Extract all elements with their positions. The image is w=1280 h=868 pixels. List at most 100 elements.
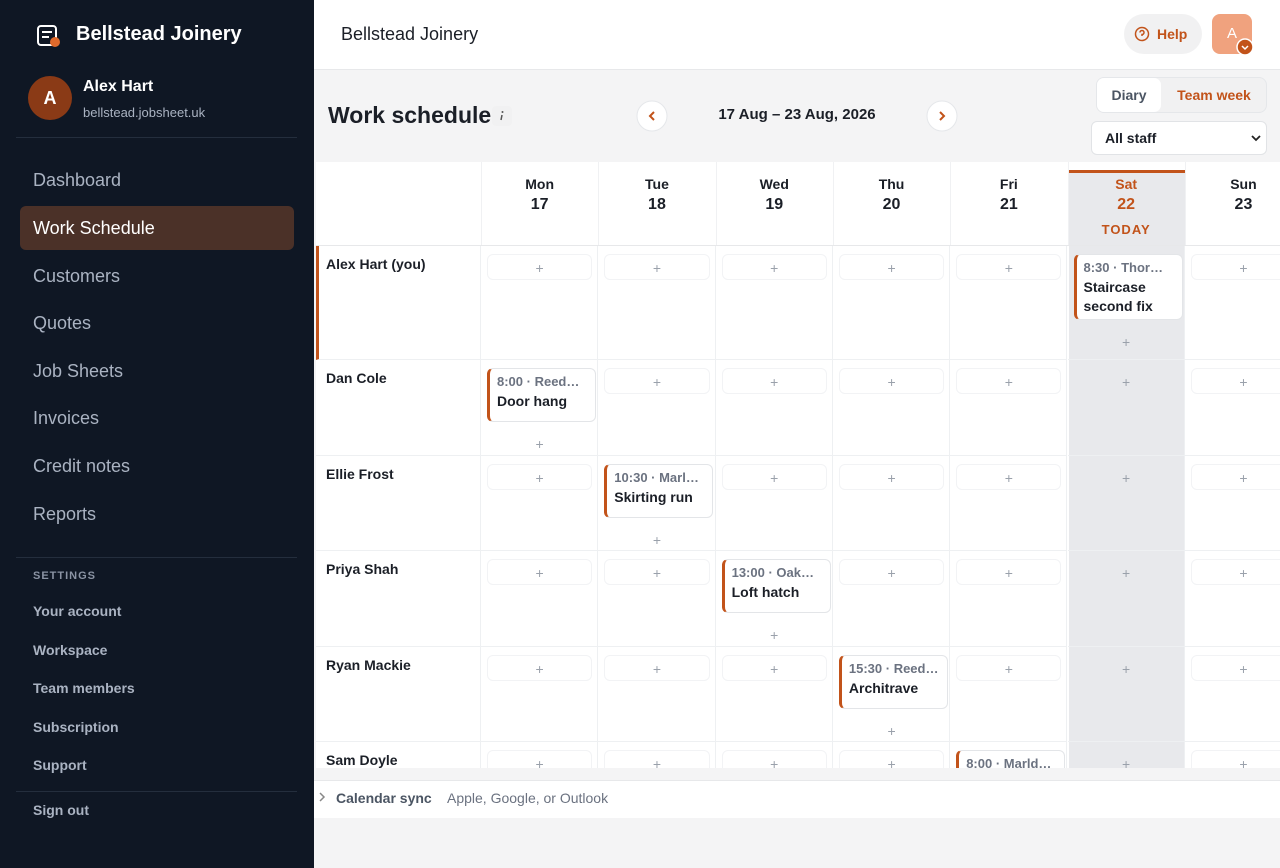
event-card[interactable]: 8:00 · Marld… bbox=[956, 750, 1066, 768]
day-cell[interactable] bbox=[832, 646, 951, 742]
add-slot[interactable]: + bbox=[956, 463, 1062, 490]
add-slot[interactable]: + bbox=[887, 722, 896, 739]
staff-filter[interactable]: All staff bbox=[1091, 121, 1267, 155]
add-slot[interactable]: + bbox=[487, 254, 593, 280]
settings-item[interactable]: Support bbox=[33, 757, 87, 773]
add-slot[interactable]: + bbox=[1122, 660, 1131, 677]
nav-item[interactable]: Work Schedule bbox=[20, 206, 294, 250]
add-slot[interactable]: + bbox=[1190, 254, 1280, 280]
day-cell[interactable] bbox=[481, 455, 599, 551]
event-card[interactable]: 13:00 · Oak… Loft hatch bbox=[721, 559, 831, 613]
add-slot[interactable]: + bbox=[535, 436, 544, 452]
add-slot[interactable]: + bbox=[487, 654, 593, 681]
add-slot[interactable]: + bbox=[721, 654, 827, 681]
next-week[interactable] bbox=[926, 100, 958, 132]
add-slot[interactable]: + bbox=[838, 750, 945, 768]
day-cell[interactable] bbox=[715, 455, 833, 551]
add-slot[interactable]: + bbox=[956, 654, 1062, 681]
add-slot[interactable]: + bbox=[604, 254, 710, 280]
day-cell[interactable] bbox=[598, 360, 716, 456]
add-slot[interactable]: + bbox=[1190, 463, 1280, 490]
day-cell[interactable] bbox=[832, 360, 951, 456]
day-cell[interactable] bbox=[481, 646, 599, 742]
add-slot[interactable]: + bbox=[838, 368, 945, 394]
add-slot[interactable]: + bbox=[721, 368, 827, 394]
sync-label[interactable]: Calendar sync bbox=[336, 790, 432, 806]
event-card[interactable]: 10:30 · Marl… Skirting run bbox=[604, 463, 714, 518]
day-cell[interactable] bbox=[832, 551, 951, 647]
add-slot[interactable]: + bbox=[1190, 368, 1280, 394]
day-cell[interactable] bbox=[1184, 360, 1280, 456]
day-cell[interactable] bbox=[715, 551, 833, 647]
nav-item[interactable]: Quotes bbox=[33, 313, 92, 334]
day-cell[interactable] bbox=[481, 246, 599, 360]
day-cell[interactable] bbox=[715, 646, 833, 742]
day-cell[interactable] bbox=[1184, 246, 1280, 360]
day-cell[interactable] bbox=[1067, 360, 1185, 456]
add-slot[interactable]: + bbox=[487, 463, 593, 490]
add-slot[interactable]: + bbox=[1122, 374, 1131, 390]
add-slot[interactable]: + bbox=[1190, 654, 1280, 681]
add-slot[interactable]: + bbox=[1122, 334, 1131, 350]
nav-item[interactable]: Reports bbox=[33, 503, 97, 524]
add-slot[interactable]: + bbox=[721, 463, 827, 490]
add-slot[interactable]: + bbox=[604, 654, 710, 681]
day-cell[interactable] bbox=[1184, 647, 1280, 742]
day-cell[interactable] bbox=[950, 455, 1068, 551]
info-icon[interactable] bbox=[492, 106, 512, 126]
day-cell[interactable] bbox=[950, 742, 1068, 768]
day-cell[interactable] bbox=[1184, 551, 1280, 647]
settings-item[interactable]: Team members bbox=[33, 680, 135, 696]
day-cell[interactable] bbox=[598, 246, 716, 360]
day-cell[interactable] bbox=[1067, 246, 1185, 360]
nav-item[interactable]: Customers bbox=[33, 265, 121, 286]
settings-item[interactable]: Subscription bbox=[33, 718, 119, 735]
add-slot[interactable]: + bbox=[838, 559, 945, 585]
help-button[interactable]: Help bbox=[1124, 14, 1202, 54]
day-cell[interactable] bbox=[832, 455, 951, 551]
day-cell[interactable] bbox=[598, 742, 716, 768]
day-cell[interactable] bbox=[598, 646, 716, 742]
day-cell[interactable] bbox=[950, 551, 1068, 647]
add-slot[interactable]: + bbox=[956, 254, 1062, 280]
day-cell[interactable] bbox=[715, 246, 833, 360]
view-option[interactable]: Team week bbox=[1177, 87, 1251, 103]
event-card[interactable]: 8:30 · Thor… Staircase second fix bbox=[1073, 254, 1183, 320]
add-slot[interactable]: + bbox=[956, 368, 1062, 394]
nav-item[interactable]: Invoices bbox=[33, 408, 100, 429]
day-cell[interactable] bbox=[950, 646, 1068, 742]
day-cell[interactable] bbox=[950, 246, 1068, 360]
add-slot[interactable]: + bbox=[652, 531, 662, 548]
view-option[interactable]: Diary bbox=[1097, 78, 1161, 112]
add-slot[interactable]: + bbox=[1190, 750, 1280, 768]
add-slot[interactable]: + bbox=[838, 463, 945, 490]
day-cell[interactable] bbox=[1067, 455, 1185, 551]
add-slot[interactable]: + bbox=[1122, 756, 1131, 768]
prev-week[interactable] bbox=[636, 100, 668, 132]
settings-item[interactable]: Workspace bbox=[33, 641, 108, 658]
add-slot[interactable]: + bbox=[604, 750, 710, 768]
event-card[interactable]: 15:30 · Reed… Architrave bbox=[838, 654, 948, 709]
day-cell[interactable] bbox=[716, 742, 833, 768]
day-cell[interactable] bbox=[481, 742, 599, 768]
day-cell[interactable] bbox=[481, 360, 599, 456]
add-slot[interactable]: + bbox=[487, 750, 593, 768]
add-slot[interactable]: + bbox=[604, 559, 710, 585]
add-slot[interactable]: + bbox=[487, 559, 593, 585]
add-slot[interactable]: + bbox=[604, 368, 710, 394]
day-cell[interactable] bbox=[832, 246, 951, 360]
add-slot[interactable]: + bbox=[721, 750, 827, 768]
day-cell[interactable] bbox=[1067, 551, 1185, 647]
add-slot[interactable]: + bbox=[956, 559, 1062, 585]
event-card[interactable]: 8:00 · Reed… Door hang bbox=[487, 368, 596, 422]
settings-item[interactable]: Your account bbox=[33, 603, 122, 619]
add-slot[interactable]: + bbox=[1122, 565, 1131, 581]
day-cell[interactable] bbox=[598, 455, 716, 551]
footer-chevron[interactable] bbox=[317, 790, 329, 804]
day-cell[interactable] bbox=[715, 360, 833, 456]
sign-out[interactable]: Sign out bbox=[33, 802, 89, 818]
day-cell[interactable] bbox=[833, 742, 951, 768]
nav-item[interactable]: Job Sheets bbox=[33, 360, 124, 381]
nav-item[interactable]: Dashboard bbox=[33, 170, 122, 191]
day-cell[interactable] bbox=[1067, 646, 1185, 742]
